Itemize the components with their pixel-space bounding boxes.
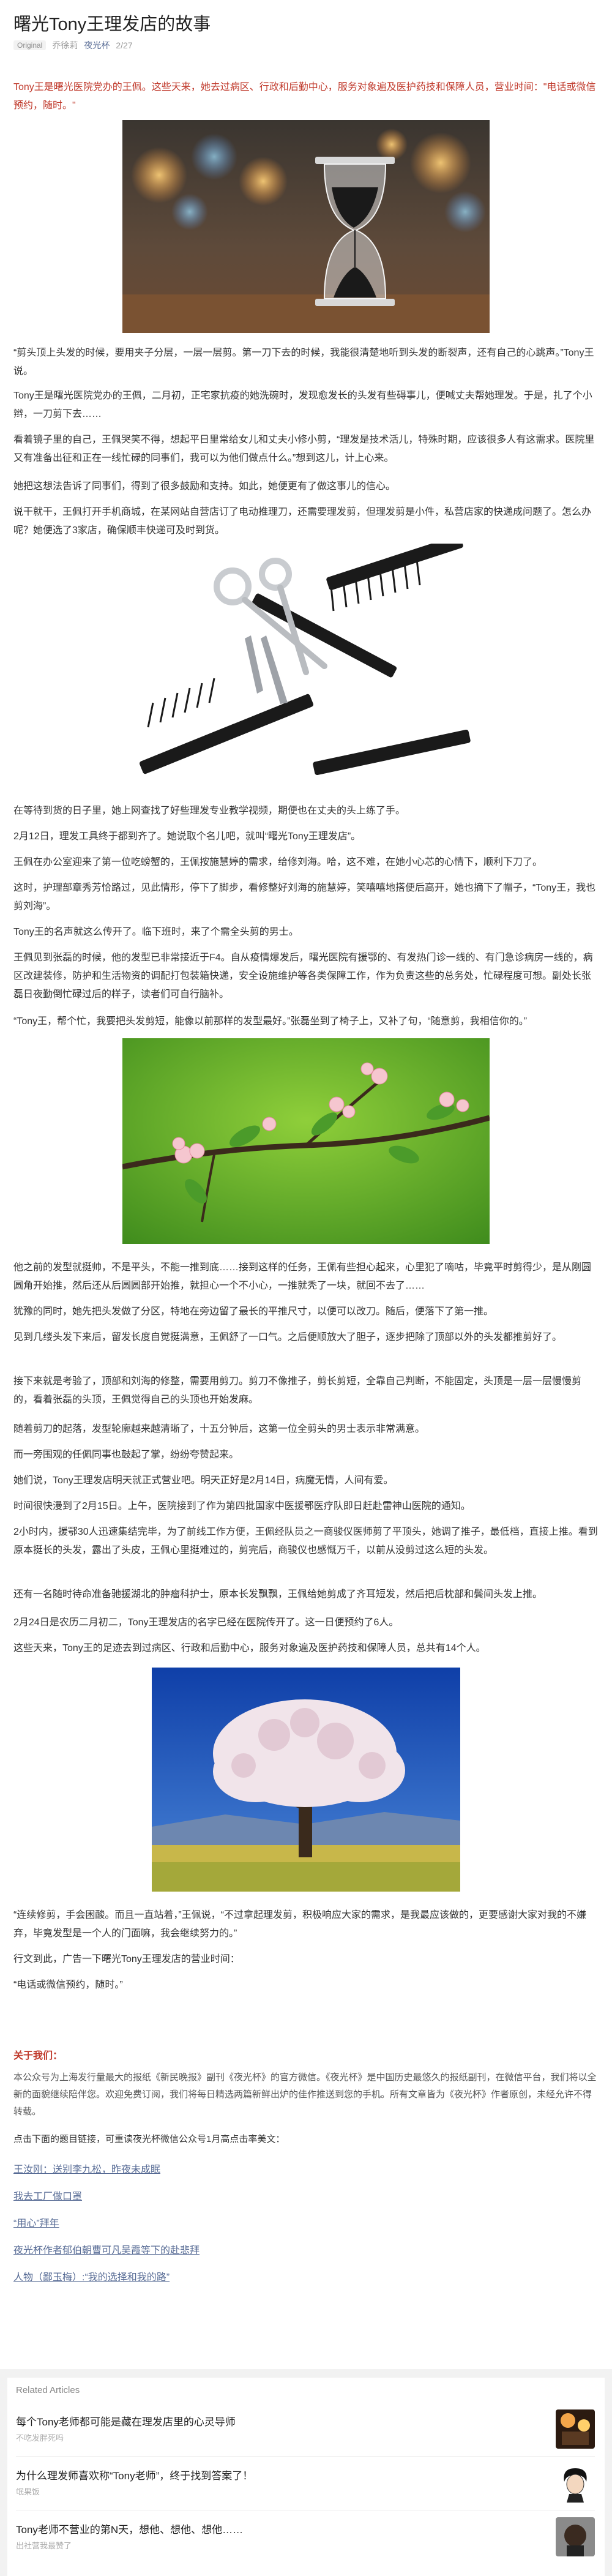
paragraph-24: 这些天来，Tony王的足迹去到过病区、行政和后勤中心，服务对象遍及医护药技和保障… [13, 1643, 486, 1653]
related-item-source: 出社营我最赞了 [16, 2541, 72, 2550]
intro-paragraph: Tony王是曙光医院党办的王佩。这些天来，她去过病区、行政和后勤中心，服务对象遍… [13, 82, 596, 111]
recommended-link-4[interactable]: 夜光杯作者郁伯朝曹可凡吴霞等下的赴悲拜 [13, 2245, 200, 2256]
related-item[interactable]: 为什么理发师喜欢称“Tony老师”，终于找到答案了！ 氓果饭 [16, 2457, 595, 2510]
related-articles-section: Related Articles 每个Tony老师都可能是藏在理发店里的心灵导师… [0, 2369, 612, 2576]
about-title: 关于我们： [13, 2051, 63, 2061]
paragraph-12: “Tony王，帮个忙，我要把头发剪短，能像以前那样的发型最好。”张磊坐到了椅子上… [13, 1016, 528, 1027]
paragraph-19: 她们说，Tony王理发店明天就正式营业吧。明天正好是2月14日，病魔无情，人间有… [13, 1475, 394, 1486]
related-item-source: 不吃发胖死吗 [16, 2433, 64, 2443]
paragraph-4: 她把这想法告诉了同事们，得到了很多鼓励和支持。如此，她便更有了做这事儿的信心。 [13, 481, 396, 492]
related-item[interactable]: 每个Tony老师都可能是藏在理发店里的心灵导师 不吃发胖死吗 [16, 2403, 595, 2457]
paragraph-10: Tony王的名声就这么传开了。临下班时，来了个需全头剪的男士。 [13, 927, 299, 937]
related-item-title[interactable]: 每个Tony老师都可能是藏在理发店里的心灵导师 [16, 2416, 236, 2428]
paragraph-2: Tony王是曙光医院党办的王佩，二月初，正宅家抗疫的她洗碗时，发现愈发长的头发有… [13, 391, 592, 419]
account-link[interactable]: 夜光杯 [84, 40, 110, 50]
paragraph-23: 2月24日是农历二月初二，Tony王理发店的名字已经在医院传开了。这一日便预约了… [13, 1617, 399, 1628]
related-heading: Related Articles [16, 2385, 80, 2395]
paragraph-7: 2月12日，理发工具终于都到齐了。她说取个名儿吧，就叫“曙光Tony王理发店”。 [13, 831, 361, 842]
paragraph-17: 随着剪刀的起落，发型轮廓越来越清晰了，十五分钟后，这第一位全剪头的男士表示非常满… [13, 1424, 425, 1434]
paragraph-11: 王佩见到张磊的时候，他的发型已非常接近于F4。自从疫情爆发后，曙光医院有援鄂的、… [13, 953, 593, 1000]
related-item[interactable]: Tony老师不营业的第N天，想他、想他、想他…… 出社营我最赞了 [16, 2511, 595, 2564]
blossom-tree-image [152, 1668, 460, 1892]
author-name: 乔徐莉 [52, 40, 78, 50]
recommended-link-2[interactable]: 我去工厂做口罩 [13, 2192, 83, 2202]
paragraph-25: “连续修剪，手会困酸。而且一直站着，”王佩说，“不过拿起理发剪，积极响应大家的需… [13, 1910, 586, 1939]
related-thumbnail[interactable] [556, 2463, 595, 2503]
paragraph-1: “剪头顶上头发的时候，要用夹子分层，一层一层剪。第一刀下去的时候，我能很清楚地听… [13, 348, 594, 376]
related-item-source: 氓果饭 [16, 2487, 40, 2496]
original-tag: Original [13, 40, 47, 50]
paragraph-27: “电话或微信预约，随时。” [13, 1980, 123, 1990]
blossom-branch-image [122, 1038, 490, 1244]
paragraph-15: 见到几缕头发下来后，留发长度自觉挺满意，王佩舒了一口气。之后便顺放大了胆子，逐步… [13, 1332, 562, 1342]
paragraph-22: 还有一名随时待命准备驰援湖北的肿瘤科护士，原本长发飘飘，王佩给她剪成了齐耳短发，… [13, 1589, 543, 1600]
article-title: 曙光Tony王理发店的故事 [13, 15, 211, 34]
paragraph-20: 时间很快漫到了2月15日。上午，医院接到了作为第四批国家中医援鄂医疗队即日赶赴雷… [13, 1501, 471, 1511]
paragraph-26: 行文到此，广告一下曙光Tony王理发店的营业时间： [13, 1954, 240, 1964]
related-item-title[interactable]: 为什么理发师喜欢称“Tony老师”，终于找到答案了！ [16, 2470, 253, 2482]
scissors-combs-image [122, 544, 490, 790]
paragraph-21: 2小时内，援鄂30人迅速集结完毕，为了前线工作方便，王佩经队员之一商骏仪医师剪了… [13, 1527, 598, 1556]
about-text: 本公众号为上海发行量最大的报纸《新民晚报》副刊《夜光杯》的官方微信。《夜光杯》是… [13, 2072, 597, 2117]
related-thumbnail[interactable] [556, 2517, 595, 2556]
read-more-text: 点击下面的题目链接，可重读夜光杯微信公众号1月高点击率美文： [13, 2134, 285, 2144]
paragraph-14: 犹豫的同时，她先把头发做了分区，特地在旁边留了最长的平推尺寸，以便可以改刀。随后… [13, 1306, 494, 1317]
paragraph-3: 看着镜子里的自己，王佩哭笑不得，想起平日里常给女儿和丈夫小修小剪，“理发是技术活… [13, 435, 595, 463]
paragraph-8: 王佩在办公室迎来了第一位吃螃蟹的，王佩按施慧婷的需求，给修刘海。哈，这不难，在她… [13, 857, 543, 867]
recommended-link-1[interactable]: 王汝刚：送别李九松，昨夜未成眠 [13, 2165, 161, 2175]
hourglass-image [122, 120, 490, 333]
paragraph-16: 接下来就是考验了，顶部和刘海的修整，需要用剪刀。剪刀不像推子，剪长剪短，全靠自己… [13, 1376, 582, 1405]
recommended-link-3[interactable]: “用心”拜年 [13, 2218, 59, 2229]
related-item-title[interactable]: Tony老师不营业的第N天，想他、想他、想他…… [16, 2524, 244, 2536]
recommended-link-5[interactable]: 人物（鄙玉梅）:“我的选择和我的路” [13, 2272, 170, 2283]
related-thumbnail[interactable] [556, 2409, 595, 2449]
paragraph-5: 说干就干，王佩打开手机商城，在某网站自营店订了电动推理刀，还需要理发剪，但理发剪… [13, 507, 592, 536]
related-articles-card: Related Articles 每个Tony老师都可能是藏在理发店里的心灵导师… [7, 2378, 605, 2576]
paragraph-9: 这时，护理部章秀芳恰路过，见此情形，停下了脚步，看修整好刘海的施慧婷，笑嘻嘻地搭… [13, 883, 596, 912]
paragraph-6: 在等待到货的日子里，她上网查找了好些理发专业教学视频，期便也在丈夫的头上练了手。 [13, 806, 406, 816]
paragraph-13: 他之前的发型就挺帅，不是平头，不能一推到底……接到这样的任务，王佩有些担心起来，… [13, 1262, 592, 1291]
article-meta: Original 乔徐莉 夜光杯 2/27 [13, 39, 133, 51]
publish-date: 2/27 [116, 40, 133, 50]
paragraph-18: 而一旁围观的任佩同事也鼓起了掌，纷纷夸赞起来。 [13, 1450, 239, 1460]
